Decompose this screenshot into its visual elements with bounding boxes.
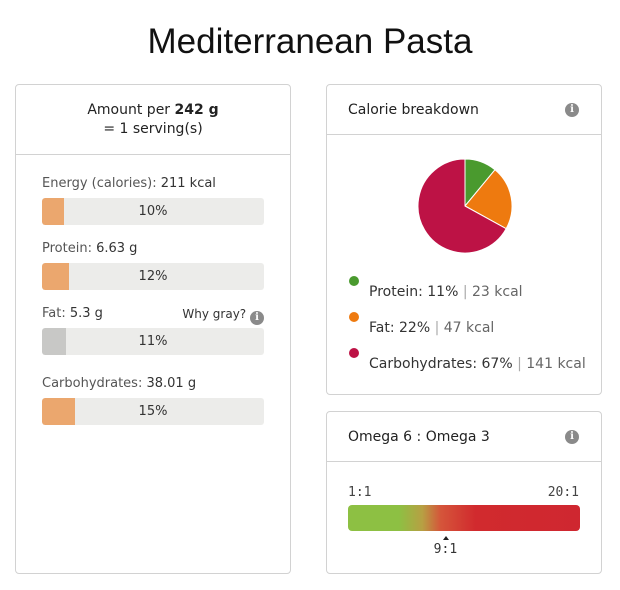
nutrient-label: Protein: [42,241,92,256]
omega-pointer [442,536,449,540]
serving-line-1: Amount per 242 g [16,101,290,120]
calorie-breakdown-card: Calorie breakdown i Protein: 11% | 23 kc… [326,84,602,395]
legend-percent: 11% [427,284,459,300]
nutrient-percent: 12% [138,269,168,284]
nutrient-bar: 11% [42,328,264,355]
legend-dot [349,312,359,322]
nutrient-energy: Energy (calories): 211 kcal 10% [42,175,264,225]
nutrient-bar: 15% [42,398,264,425]
nutrient-value: 211 kcal [160,176,216,191]
why-gray-label[interactable]: Why gray? [182,307,247,321]
legend-percent: 22% [399,320,431,336]
omega-value: 9:1 [433,542,458,557]
info-icon[interactable]: i [250,311,264,325]
calorie-pie-chart [417,158,513,254]
nutrient-bar-fill [42,398,76,425]
nutrient-value: 5.3 g [69,306,103,321]
omega-scale-min: 1:1 [348,485,372,500]
serving-line-2: = 1 serving(s) [103,121,203,137]
nutrient-percent: 10% [138,204,168,219]
card-title: Omega 6 : Omega 3 [348,429,490,445]
pie-slice-carbohydrates [417,158,507,254]
nutrient-fat: Fat: 5.3 g Why gray? i 11% [42,305,264,355]
card-title: Calorie breakdown [348,102,479,118]
nutrient-value: 38.01 g [146,376,197,391]
legend-percent: 67% [481,356,513,372]
serving-amount: 242 g [174,102,219,118]
omega-gradient-bar [348,505,580,531]
omega-ratio-card: Omega 6 : Omega 3 i 1:1 20:1 9:1 [326,411,602,574]
why-gray-link[interactable]: Why gray? i [182,305,264,325]
nutrient-label: Fat: [42,306,66,321]
legend-name: Protein [369,284,419,300]
nutrient-bar-fill [42,198,65,225]
serving-header: Amount per 242 g = 1 serving(s) [16,85,290,155]
card-header: Omega 6 : Omega 3 i [327,412,601,462]
nutrient-bar-fill [42,263,69,290]
nutrient-label: Energy (calories): [42,176,157,191]
nutrient-protein: Protein: 6.63 g 12% [42,240,264,290]
legend-name: Carbohydrates [369,356,473,372]
omega-scale-max: 20:1 [547,485,579,500]
info-icon[interactable]: i [565,103,579,117]
nutrient-percent: 11% [138,334,168,349]
serving-prefix: Amount per [87,102,171,118]
legend-kcal: 23 kcal [472,284,523,300]
legend-name: Fat [369,320,390,336]
nutrient-percent: 15% [138,404,168,419]
page-title: Mediterranean Pasta [147,22,473,61]
nutrient-carbohydrates: Carbohydrates: 38.01 g 15% [42,375,264,425]
legend-kcal: 47 kcal [443,320,495,336]
legend-dot [349,348,359,358]
card-header: Calorie breakdown i [327,85,601,135]
nutrient-bar-fill [42,328,67,355]
legend-dot [349,276,359,286]
nutrition-card: Amount per 242 g = 1 serving(s) Energy (… [15,84,291,574]
nutrient-value: 6.63 g [96,241,138,256]
info-icon[interactable]: i [565,430,579,444]
legend-kcal: 141 kcal [526,356,586,372]
nutrient-bar: 10% [42,198,264,225]
nutrient-bar: 12% [42,263,264,290]
nutrient-label: Carbohydrates: [42,376,143,391]
pie-slice-fat [464,169,513,230]
